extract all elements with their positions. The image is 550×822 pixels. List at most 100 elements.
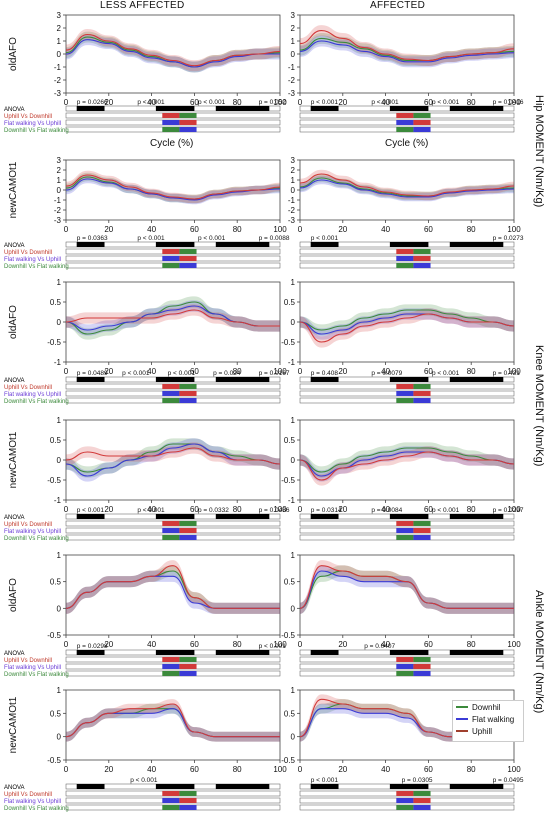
legend-swatch-uphill bbox=[456, 730, 468, 732]
y-tick-label: -2 bbox=[288, 206, 296, 215]
band-downhil bbox=[300, 565, 514, 614]
band-downhil bbox=[300, 699, 514, 742]
y-tick-label: -0.5 bbox=[47, 338, 61, 347]
x-tick-label: 0 bbox=[298, 505, 303, 514]
y-tick-label: 3 bbox=[57, 11, 62, 20]
anova-row-name: Flat walking Vs Uphill bbox=[4, 257, 61, 263]
y-tick-label: 0.5 bbox=[284, 709, 296, 718]
band-flat-walking bbox=[300, 446, 514, 482]
anova-significant-bar bbox=[215, 650, 270, 655]
x-tick-label: 20 bbox=[104, 765, 113, 774]
anova-significant-bar bbox=[215, 106, 270, 111]
anova-significant-bar bbox=[449, 784, 504, 789]
anova-significant-bar bbox=[215, 242, 270, 247]
y-tick-label: 0.5 bbox=[50, 298, 62, 307]
x-tick-label: 100 bbox=[507, 505, 521, 514]
band-downhil bbox=[300, 304, 514, 336]
y-tick-label: 1 bbox=[57, 416, 62, 425]
x-tick-label: 20 bbox=[338, 640, 347, 649]
x-tick-label: 40 bbox=[147, 640, 156, 649]
posthoc-bar bbox=[179, 127, 197, 132]
y-tick-label: -0.5 bbox=[281, 476, 295, 485]
posthoc-bar bbox=[162, 384, 180, 389]
band-uphill bbox=[300, 446, 514, 486]
posthoc-bar bbox=[162, 127, 180, 132]
row-label: newCAMOt1 bbox=[8, 161, 19, 218]
x-tick-label: 80 bbox=[467, 505, 476, 514]
band-downhil bbox=[66, 31, 280, 73]
x-tick-label: 60 bbox=[424, 225, 433, 234]
x-tick-label: 100 bbox=[507, 98, 521, 107]
x-tick-label: 100 bbox=[273, 640, 287, 649]
posthoc-bar bbox=[179, 120, 197, 125]
x-tick-label: 0 bbox=[64, 640, 69, 649]
posthoc-bar bbox=[413, 657, 431, 662]
band-flat-walking bbox=[66, 174, 280, 205]
x-tick-label: 40 bbox=[381, 640, 390, 649]
posthoc-bar bbox=[179, 798, 197, 803]
anova-significant-bar bbox=[215, 514, 270, 519]
x-tick-label: 60 bbox=[190, 367, 199, 376]
x-tick-label: 40 bbox=[381, 505, 390, 514]
posthoc-bar bbox=[396, 521, 414, 526]
posthoc-bar bbox=[162, 535, 180, 540]
y-tick-label: 3 bbox=[291, 156, 296, 165]
band-uphill bbox=[300, 308, 514, 348]
posthoc-bar bbox=[162, 256, 180, 261]
anova-significant-bar bbox=[449, 242, 504, 247]
y-tick-label: -3 bbox=[288, 216, 296, 225]
x-tick-label: 80 bbox=[467, 98, 476, 107]
x-tick-label: 80 bbox=[467, 225, 476, 234]
y-tick-label: -1 bbox=[288, 358, 296, 367]
series-line-flat-walking bbox=[300, 40, 514, 63]
row-label: newCAMOt1 bbox=[8, 696, 19, 753]
series-line-flat-walking bbox=[66, 39, 280, 68]
p-value-label: p = 0.0266 bbox=[77, 99, 108, 106]
posthoc-bar bbox=[413, 671, 431, 676]
x-tick-label: 80 bbox=[233, 505, 242, 514]
posthoc-bar bbox=[413, 263, 431, 268]
anova-significant-bar bbox=[76, 377, 105, 382]
x-tick-label: 80 bbox=[233, 640, 242, 649]
y-tick-label: 3 bbox=[57, 156, 62, 165]
series-line-uphill bbox=[66, 33, 280, 67]
x-tick-label: 80 bbox=[467, 367, 476, 376]
anova-row-name: Uphill Vs Downhill bbox=[4, 385, 52, 391]
anova-row-name: Uphill Vs Downhill bbox=[4, 114, 52, 120]
anova-significant-bar bbox=[76, 242, 105, 247]
x-tick-label: 0 bbox=[64, 765, 69, 774]
anova-significant-bar bbox=[310, 650, 339, 655]
posthoc-bar bbox=[396, 398, 414, 403]
p-value-label: p < 0.001 bbox=[259, 643, 287, 650]
band-downhil bbox=[300, 32, 514, 66]
y-tick-label: 1 bbox=[291, 686, 296, 695]
x-tick-label: 40 bbox=[381, 367, 390, 376]
band-uphill bbox=[66, 29, 280, 72]
y-tick-label: 0.5 bbox=[284, 436, 296, 445]
x-tick-label: 60 bbox=[190, 505, 199, 514]
y-tick-label: 0.5 bbox=[50, 436, 62, 445]
y-tick-label: 1 bbox=[57, 176, 62, 185]
posthoc-bar bbox=[413, 249, 431, 254]
x-tick-label: 0 bbox=[298, 98, 303, 107]
x-tick-label: 100 bbox=[273, 505, 287, 514]
anova-strips: p < 0.001 p < 0.001 p = 0.0332 p = 0.0486 AN… bbox=[4, 507, 290, 542]
plot-frame bbox=[65, 689, 281, 761]
anova-row-name: Downhill Vs Flat walking bbox=[4, 264, 69, 270]
posthoc-bar bbox=[162, 805, 180, 810]
series-line-uphill bbox=[300, 313, 514, 343]
y-tick-label: -2 bbox=[288, 76, 296, 85]
anova-row-name: Downhill Vs Flat walking bbox=[4, 806, 69, 812]
posthoc-bar bbox=[413, 391, 431, 396]
y-tick-label: -3 bbox=[54, 216, 62, 225]
anova-row-name: Uphill Vs Downhill bbox=[4, 792, 52, 798]
p-value-label: p < 0.001 bbox=[137, 235, 165, 242]
anova-row-name: ANOVA bbox=[4, 378, 25, 384]
y-tick-label: 1 bbox=[57, 551, 62, 560]
p-value-label: p < 0.001 bbox=[311, 777, 339, 784]
anova-row-name: Uphill Vs Downhill bbox=[4, 250, 52, 256]
y-tick-label: 0 bbox=[57, 318, 62, 327]
y-tick-label: 0 bbox=[291, 186, 296, 195]
anova-significant-bar bbox=[389, 377, 429, 382]
